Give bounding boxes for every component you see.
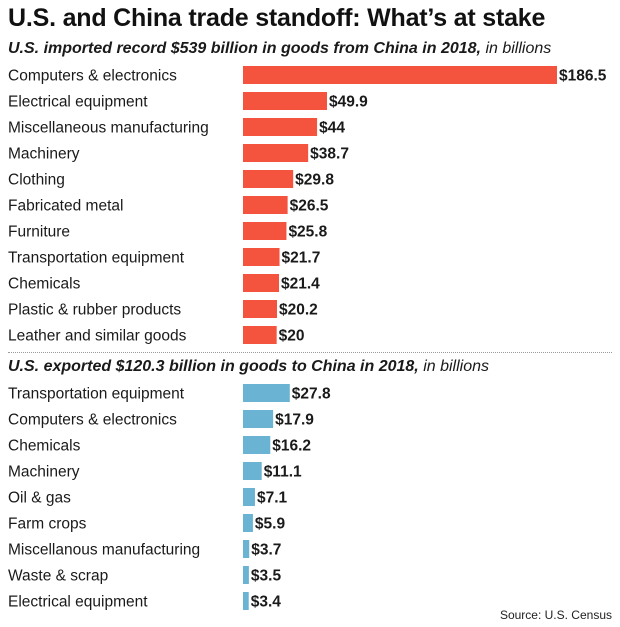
imports-value-label: $29.8 bbox=[295, 172, 334, 189]
imports-value-label: $20 bbox=[279, 328, 305, 345]
exports-category-label: Computers & electronics bbox=[8, 412, 177, 429]
exports-category-label: Miscellanous manufacturing bbox=[8, 542, 200, 559]
imports-value-label: $49.9 bbox=[329, 94, 368, 111]
exports-bar bbox=[243, 384, 290, 402]
imports-bar bbox=[243, 300, 278, 318]
source-note: Source: U.S. Census bbox=[499, 608, 612, 622]
imports-value-label: $44 bbox=[319, 120, 345, 137]
exports-subtitle-text: U.S. exported $120.3 billion in goods to… bbox=[8, 358, 419, 375]
exports-category-label: Transportation equipment bbox=[8, 386, 185, 403]
imports-bar bbox=[243, 222, 287, 240]
exports-value-label: $11.1 bbox=[264, 464, 302, 481]
exports-value-label: $16.2 bbox=[272, 438, 311, 455]
exports-value-label: $3.4 bbox=[251, 594, 282, 611]
imports-category-label: Plastic & rubber products bbox=[8, 302, 181, 319]
exports-bar bbox=[243, 540, 250, 558]
imports-bar bbox=[243, 326, 277, 344]
imports-value-label: $21.7 bbox=[282, 250, 321, 267]
exports-value-label: $27.8 bbox=[292, 386, 331, 403]
exports-category-label: Farm crops bbox=[8, 516, 87, 533]
exports-category-label: Chemicals bbox=[8, 438, 81, 455]
imports-value-label: $20.2 bbox=[279, 302, 318, 319]
exports-category-label: Electrical equipment bbox=[8, 594, 148, 611]
chart-title: U.S. and China trade standoff: What’s at… bbox=[8, 4, 546, 32]
imports-category-label: Miscellaneous manufacturing bbox=[8, 120, 209, 137]
imports-value-label: $25.8 bbox=[288, 224, 327, 241]
imports-unit: in billions bbox=[485, 40, 552, 57]
imports-category-label: Computers & electronics bbox=[8, 68, 177, 85]
imports-bar bbox=[243, 196, 288, 214]
imports-bar bbox=[243, 144, 309, 162]
imports-bar bbox=[243, 66, 557, 84]
imports-category-label: Chemicals bbox=[8, 276, 81, 293]
exports-category-label: Oil & gas bbox=[8, 490, 71, 507]
exports-category-label: Waste & scrap bbox=[8, 568, 108, 585]
imports-value-label: $38.7 bbox=[310, 146, 349, 163]
imports-value-label: $21.4 bbox=[281, 276, 320, 293]
exports-bar bbox=[243, 410, 274, 428]
imports-category-label: Leather and similar goods bbox=[8, 328, 187, 345]
imports-value-label: $186.5 bbox=[559, 68, 607, 85]
imports-category-label: Electrical equipment bbox=[8, 94, 148, 111]
imports-subtitle-text: U.S. imported record $539 billion in goo… bbox=[8, 40, 481, 57]
imports-category-label: Fabricated metal bbox=[8, 198, 123, 215]
imports-subtitle: U.S. imported record $539 billion in goo… bbox=[8, 40, 551, 58]
exports-subtitle: U.S. exported $120.3 billion in goods to… bbox=[8, 358, 489, 376]
imports-bar bbox=[243, 274, 280, 292]
imports-bar bbox=[243, 170, 294, 188]
imports-category-label: Clothing bbox=[8, 172, 65, 189]
exports-chart: Transportation equipment $27.8 Computers &… bbox=[8, 384, 331, 611]
exports-value-label: $7.1 bbox=[257, 490, 288, 507]
imports-value-label: $26.5 bbox=[290, 198, 329, 215]
exports-value-label: $5.9 bbox=[255, 516, 286, 533]
exports-bar bbox=[243, 514, 253, 532]
exports-category-label: Machinery bbox=[8, 464, 80, 481]
imports-category-label: Machinery bbox=[8, 146, 80, 163]
imports-category-label: Furniture bbox=[8, 224, 70, 241]
exports-value-label: $3.7 bbox=[251, 542, 281, 559]
exports-bar bbox=[243, 436, 271, 454]
imports-bar bbox=[243, 92, 328, 110]
exports-value-label: $3.5 bbox=[251, 568, 282, 585]
exports-unit: in billions bbox=[423, 358, 490, 375]
imports-chart: Computers & electronics $186.5 Electrical … bbox=[8, 66, 607, 345]
exports-bar bbox=[243, 592, 249, 610]
imports-category-label: Transportation equipment bbox=[8, 250, 185, 267]
exports-bar bbox=[243, 462, 262, 480]
imports-bar bbox=[243, 118, 318, 136]
exports-bar bbox=[243, 566, 249, 584]
exports-value-label: $17.9 bbox=[275, 412, 314, 429]
exports-bar bbox=[243, 488, 255, 506]
section-divider bbox=[8, 352, 612, 353]
imports-bar bbox=[243, 248, 280, 266]
